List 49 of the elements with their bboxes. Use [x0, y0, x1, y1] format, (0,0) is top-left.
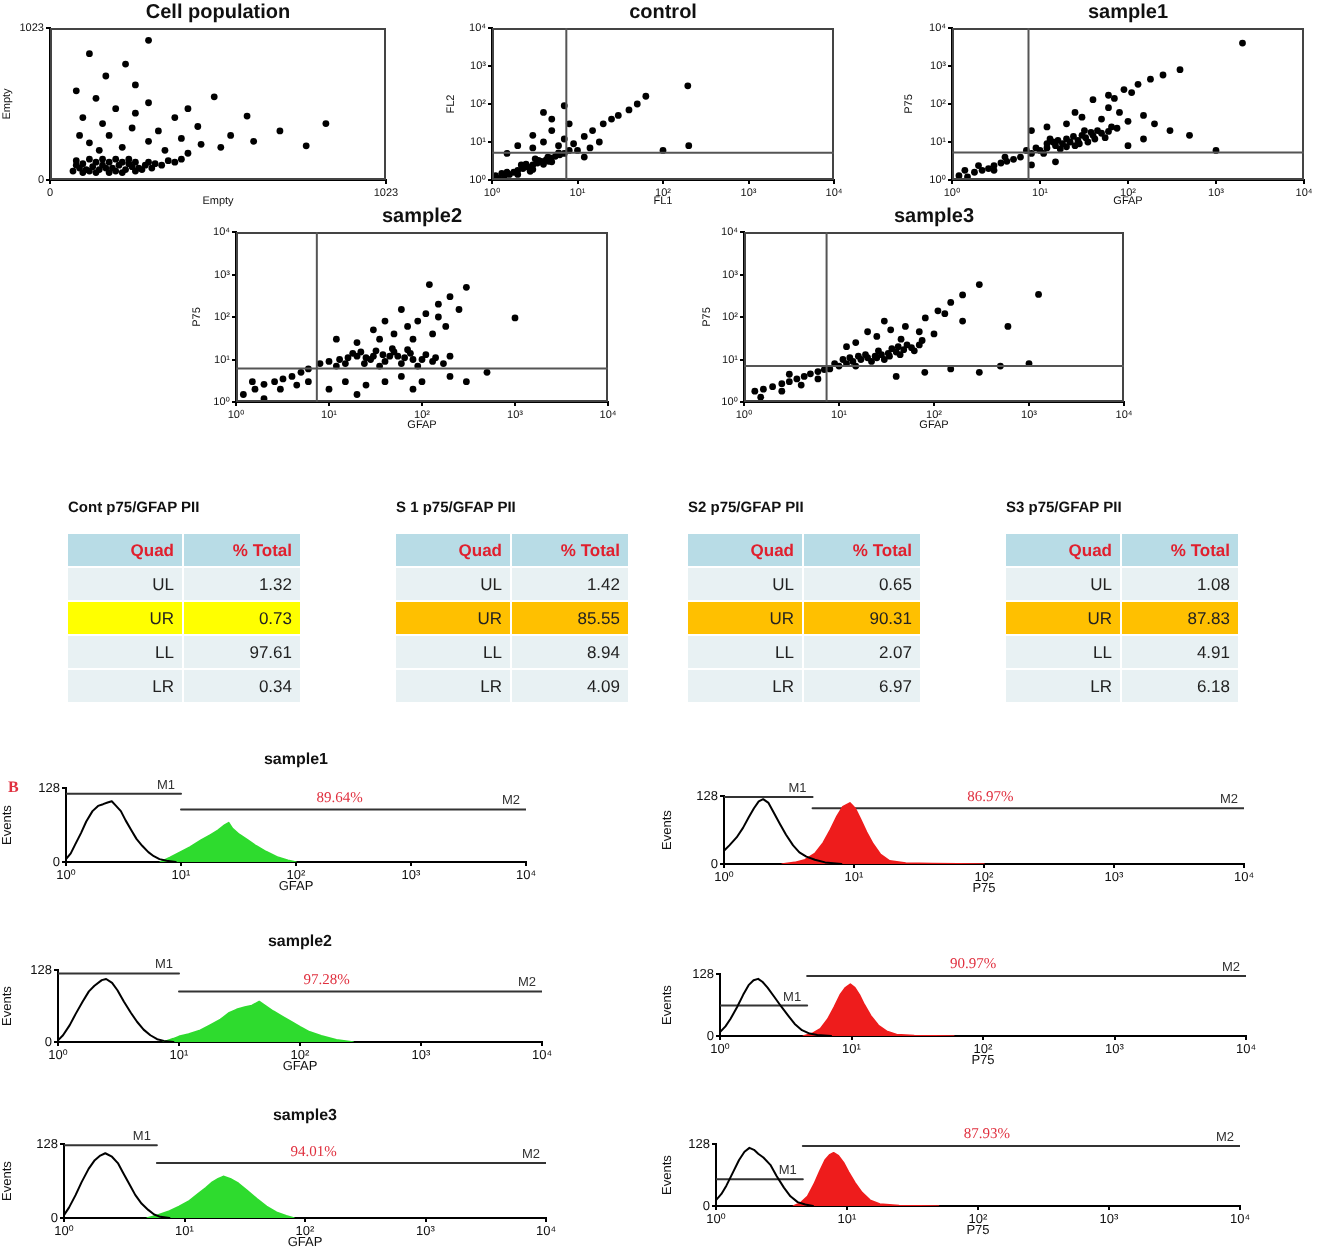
data-label: 4.09 [586, 675, 621, 696]
category-label: LR [152, 675, 174, 696]
chart-title: sample1 [1087, 1, 1169, 24]
data-label: 85.55 [577, 607, 621, 628]
category-label: UR [1087, 607, 1112, 628]
data-label: 97.61 [249, 641, 293, 662]
data-label: 87.83 [1187, 607, 1231, 628]
data-label: 8.94 [586, 641, 621, 662]
category-label: UR [477, 607, 502, 628]
data-label: 4.91 [1196, 641, 1231, 662]
category-label: LR [480, 675, 502, 696]
chart-title: sample3 [272, 1106, 339, 1125]
category-label: LR [1090, 675, 1112, 696]
data-label: 1.42 [586, 573, 621, 594]
category-label: LL [1093, 641, 1113, 662]
category-label: UL [152, 573, 175, 594]
text: Quad [458, 539, 502, 560]
category-label: UL [480, 573, 503, 594]
text: Quad [750, 539, 794, 560]
category-label: UL [772, 573, 795, 594]
data-label: 1.08 [1196, 573, 1231, 594]
chart-title: sample2 [381, 205, 463, 228]
data-label: 0.34 [258, 675, 293, 696]
category-label: LL [155, 641, 175, 662]
data-label: 6.97 [878, 675, 913, 696]
category-label: UR [149, 607, 174, 628]
data-label: 0.73 [258, 607, 293, 628]
text: % Total [232, 539, 292, 560]
chart-title: sample2 [267, 932, 334, 951]
data-label: 2.07 [878, 641, 913, 662]
text: % Total [560, 539, 620, 560]
category-label: UL [1090, 573, 1113, 594]
category-label: UR [769, 607, 794, 628]
category-label: LR [772, 675, 794, 696]
text: Quad [1068, 539, 1112, 560]
text: Quad [130, 539, 174, 560]
data-label: 90.31 [869, 607, 913, 628]
chart-title: Cell population [145, 1, 291, 24]
text: % Total [852, 539, 912, 560]
data-label: 0.65 [878, 573, 913, 594]
data-label: 6.18 [1196, 675, 1231, 696]
chart-title: sample3 [893, 205, 975, 228]
text: % Total [1170, 539, 1230, 560]
data-label: 1.32 [258, 573, 293, 594]
text: B [8, 778, 20, 797]
category-label: LL [775, 641, 795, 662]
chart-title: control [629, 1, 698, 24]
chart-title: sample1 [263, 750, 330, 769]
category-label: LL [483, 641, 503, 662]
